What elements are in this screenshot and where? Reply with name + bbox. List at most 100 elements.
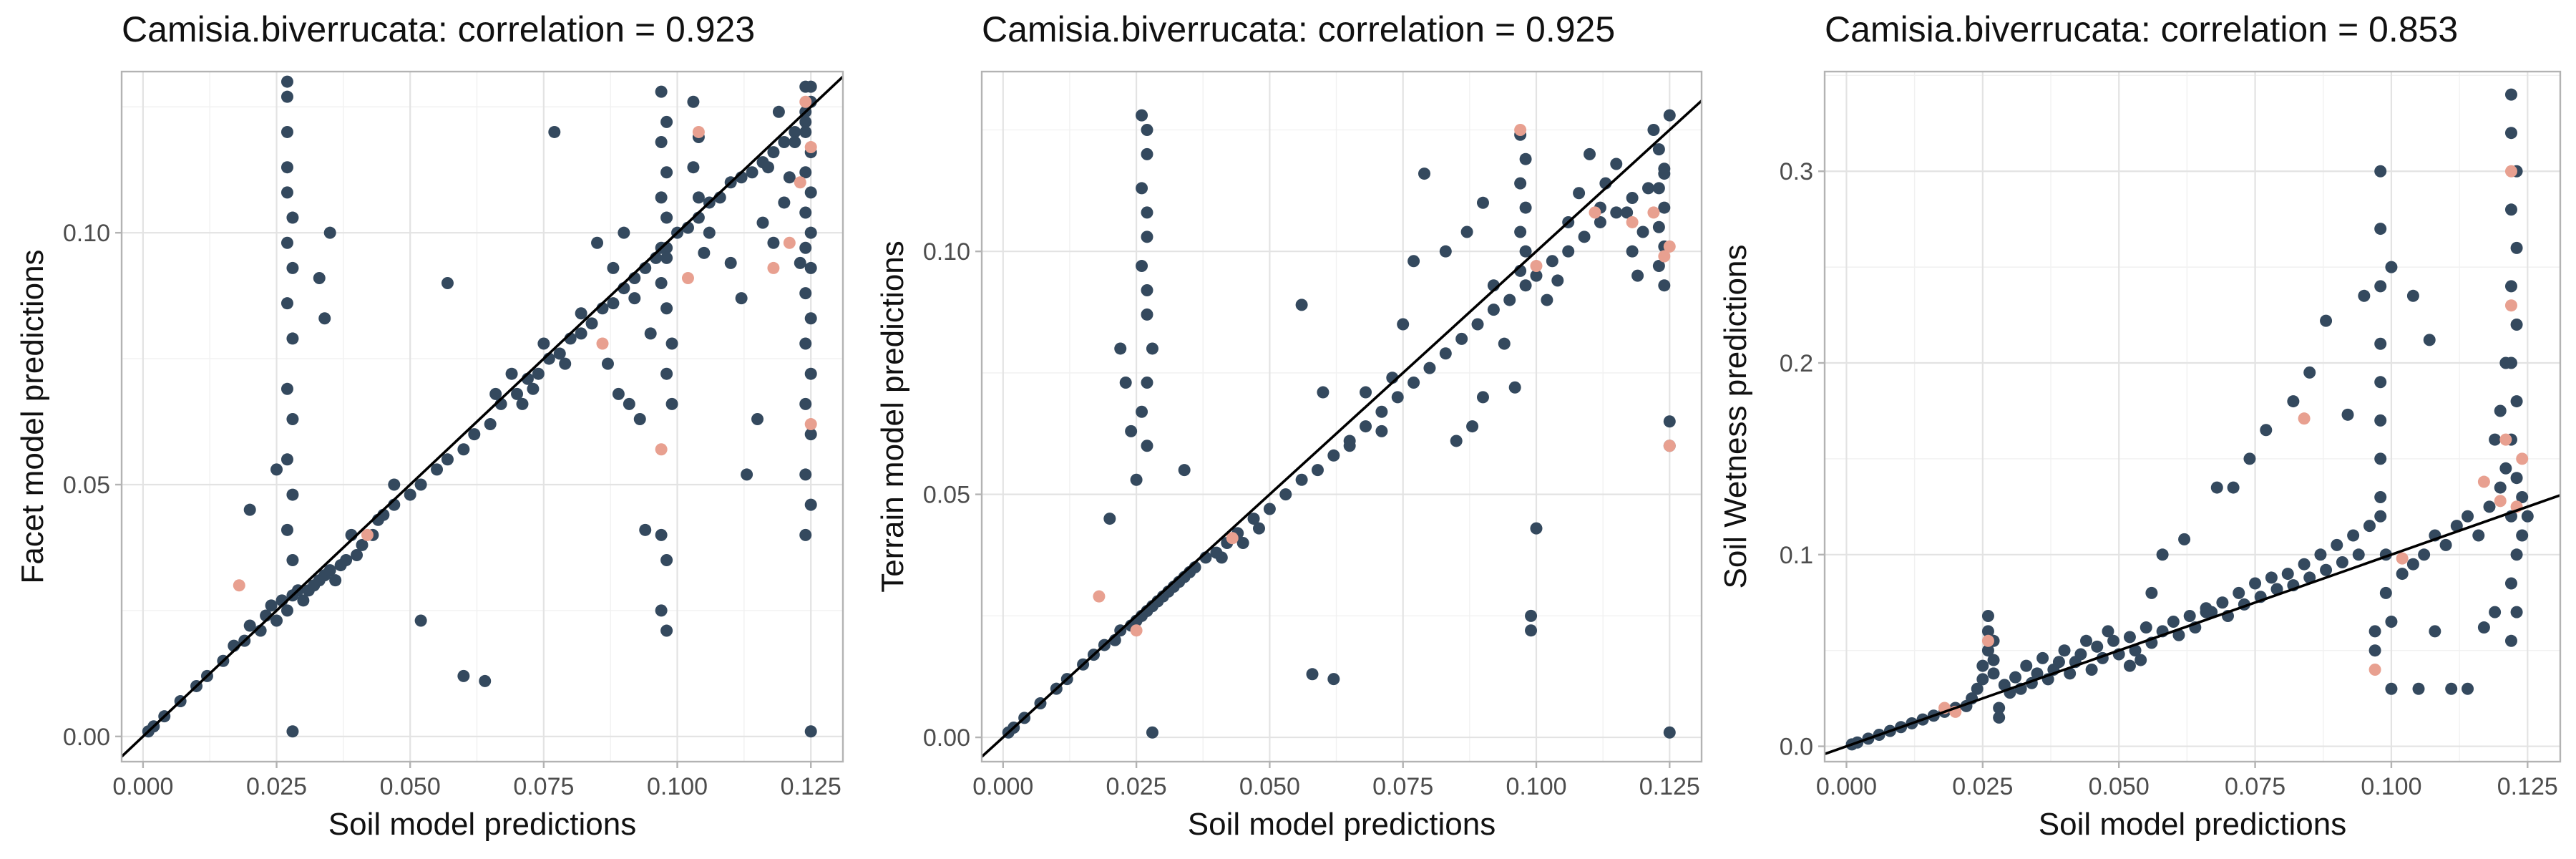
- data-point: [280, 297, 293, 310]
- data-point: [1397, 318, 1410, 331]
- data-point: [2009, 671, 2022, 684]
- data-point-highlight: [794, 176, 806, 189]
- data-point: [660, 211, 673, 224]
- data-point: [2385, 682, 2398, 695]
- data-point: [2265, 571, 2278, 584]
- data-point: [1573, 187, 1586, 200]
- chart-title: Camisia.biverrucata: correlation = 0.923: [122, 9, 755, 49]
- x-tick-label: 0.025: [246, 773, 307, 800]
- data-point: [2243, 452, 2256, 465]
- data-point: [2406, 558, 2419, 571]
- data-point: [1311, 464, 1324, 477]
- data-point: [1993, 711, 2006, 724]
- data-point: [1418, 168, 1431, 180]
- data-point: [2123, 659, 2136, 672]
- data-point: [2450, 520, 2463, 533]
- data-point-highlight: [1093, 590, 1106, 603]
- data-point: [286, 725, 299, 738]
- data-point: [607, 261, 620, 274]
- data-point: [2036, 651, 2049, 664]
- data-point: [2298, 558, 2311, 571]
- data-point: [1487, 304, 1500, 316]
- data-point: [2504, 577, 2517, 590]
- data-point: [655, 277, 668, 290]
- data-point: [1136, 260, 1148, 273]
- data-point-highlight: [799, 95, 812, 108]
- data-point: [1439, 245, 1452, 258]
- data-point: [280, 453, 293, 466]
- data-point: [746, 166, 758, 179]
- data-point: [2489, 433, 2502, 446]
- data-point: [1178, 464, 1191, 477]
- data-point: [660, 624, 673, 637]
- data-point: [1578, 230, 1591, 243]
- data-point: [441, 277, 454, 290]
- data-point: [1610, 206, 1623, 219]
- x-tick-label: 0.025: [1952, 773, 2013, 800]
- data-point: [1652, 220, 1665, 233]
- x-tick-label: 0.000: [112, 773, 173, 800]
- data-point: [1476, 196, 1489, 209]
- data-point: [575, 327, 587, 340]
- data-point: [511, 387, 524, 400]
- data-point: [2374, 414, 2387, 427]
- data-point: [414, 478, 427, 491]
- data-point: [2167, 616, 2180, 629]
- data-point: [1114, 342, 1127, 355]
- data-point: [2249, 577, 2262, 590]
- data-point: [527, 382, 540, 395]
- data-point: [2385, 616, 2398, 629]
- data-point-highlight: [783, 236, 796, 249]
- x-tick-label: 0.075: [1372, 773, 1433, 800]
- data-point: [799, 206, 812, 219]
- data-point: [270, 463, 283, 476]
- data-point: [280, 125, 293, 138]
- data-point-highlight: [1626, 215, 1639, 228]
- x-axis-title: Soil model predictions: [2039, 807, 2346, 842]
- data-point: [457, 443, 470, 456]
- data-point: [280, 604, 293, 617]
- data-point: [2320, 563, 2333, 576]
- data-point: [1146, 342, 1158, 355]
- reference-line: [982, 100, 1702, 758]
- data-point: [1658, 201, 1671, 214]
- data-point: [660, 367, 673, 380]
- data-point: [660, 251, 673, 264]
- data-point: [2374, 376, 2387, 389]
- data-point: [532, 367, 545, 380]
- data-point: [794, 256, 806, 269]
- data-point: [2233, 586, 2245, 599]
- data-point: [280, 161, 293, 174]
- data-point: [2439, 538, 2452, 551]
- data-point: [404, 488, 416, 501]
- data-point: [1663, 415, 1676, 428]
- reference-line: [122, 75, 843, 758]
- data-point: [2504, 280, 2517, 293]
- data-point: [2336, 556, 2348, 569]
- data-point: [1987, 667, 2000, 680]
- data-point: [1407, 376, 1420, 389]
- data-point: [2418, 548, 2431, 561]
- data-point: [1130, 473, 1143, 486]
- data-point: [644, 327, 657, 340]
- data-point: [1976, 673, 1989, 686]
- data-point: [553, 347, 566, 360]
- data-point: [1141, 308, 1153, 321]
- data-point: [2091, 640, 2104, 653]
- data-point: [2412, 682, 2425, 695]
- data-point: [799, 337, 812, 350]
- data-point: [243, 619, 256, 632]
- data-point: [761, 161, 774, 174]
- plot-area: [1825, 88, 2560, 755]
- x-tick-label: 0.050: [380, 773, 441, 800]
- chart-title: Camisia.biverrucata: correlation = 0.925: [982, 9, 1615, 49]
- data-point-highlight: [2396, 552, 2409, 565]
- data-point: [1621, 206, 1634, 219]
- data-point: [313, 271, 326, 284]
- data-point: [1295, 299, 1308, 311]
- data-point: [1125, 424, 1138, 437]
- data-point: [2172, 629, 2185, 641]
- data-point: [2396, 568, 2409, 581]
- data-point: [1514, 225, 1527, 238]
